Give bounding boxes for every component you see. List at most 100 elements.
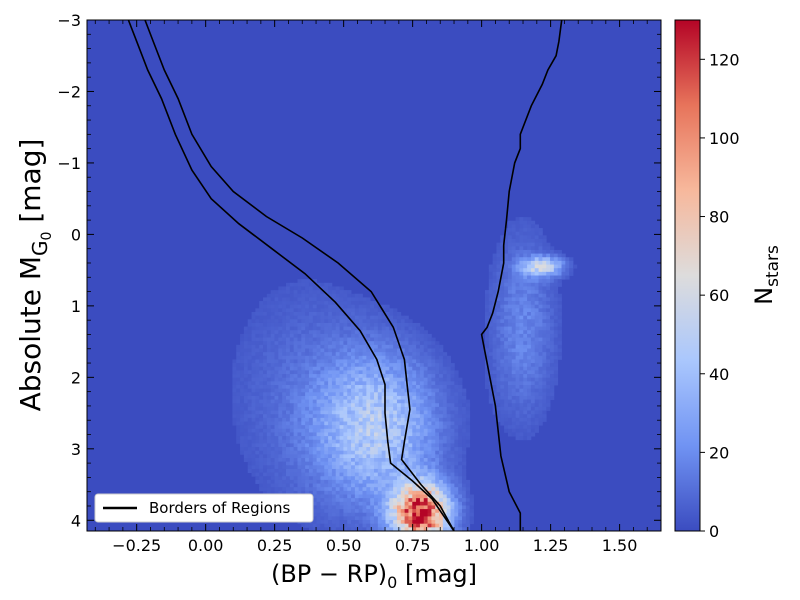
heatmap-cell	[511, 406, 516, 411]
heatmap-cell	[446, 381, 451, 386]
heatmap-cell	[454, 399, 459, 404]
heatmap-cell	[519, 348, 524, 353]
heatmap-cell	[404, 527, 409, 531]
heatmap-cell	[488, 337, 494, 342]
heatmap-cell	[511, 297, 516, 302]
heatmap-cell	[270, 403, 275, 408]
heatmap-cell	[358, 425, 363, 430]
heatmap-cell	[335, 421, 340, 426]
heatmap-cell	[412, 414, 417, 419]
heatmap-cell	[266, 297, 272, 302]
heatmap-cell	[297, 348, 302, 353]
heatmap-cell	[308, 443, 314, 448]
heatmap-cell	[553, 352, 559, 357]
heatmap-cell	[316, 483, 321, 488]
heatmap-cell	[542, 282, 547, 287]
heatmap-cell	[500, 403, 505, 408]
heatmap-cell	[320, 301, 325, 306]
heatmap-cell	[469, 494, 474, 499]
heatmap-cell	[251, 425, 256, 430]
heatmap-cell	[381, 326, 386, 331]
heatmap-cell	[393, 348, 398, 353]
heatmap-cell	[423, 494, 428, 499]
heatmap-cell	[289, 406, 295, 411]
heatmap-cell	[285, 443, 291, 448]
heatmap-cell	[515, 436, 520, 441]
heatmap-cell	[442, 366, 448, 371]
heatmap-cell	[435, 355, 440, 360]
heatmap-cell	[316, 333, 321, 338]
heatmap-cell	[400, 516, 406, 521]
heatmap-cell	[393, 312, 398, 317]
heatmap-cell	[550, 374, 555, 379]
heatmap-cell	[492, 410, 497, 415]
heatmap-cell	[416, 505, 421, 510]
heatmap-cell	[557, 319, 562, 324]
heatmap-cell	[243, 432, 249, 437]
heatmap-cell	[339, 406, 344, 411]
heatmap-cell	[266, 359, 272, 364]
heatmap-cell	[308, 337, 314, 342]
heatmap-cell	[255, 322, 260, 327]
heatmap-cell	[492, 312, 497, 317]
heatmap-cell	[446, 458, 451, 463]
heatmap-cell	[297, 330, 302, 335]
heatmap-cell	[389, 476, 394, 481]
heatmap-cell	[442, 443, 448, 448]
heatmap-cell	[550, 377, 555, 382]
heatmap-cell	[519, 363, 524, 368]
heatmap-cell	[243, 348, 249, 353]
heatmap-cell	[297, 406, 302, 411]
heatmap-cell	[278, 487, 283, 492]
heatmap-cell	[351, 461, 356, 466]
heatmap-cell	[335, 290, 340, 295]
heatmap-cell	[396, 414, 402, 419]
heatmap-cell	[408, 392, 413, 397]
heatmap-cell	[347, 428, 352, 433]
heatmap-cell	[519, 366, 524, 371]
heatmap-cell	[282, 301, 287, 306]
heatmap-cell	[377, 399, 383, 404]
heatmap-cell	[408, 443, 413, 448]
heatmap-cell	[515, 271, 520, 276]
heatmap-cell	[527, 363, 532, 368]
heatmap-cell	[259, 319, 264, 324]
heatmap-cell	[416, 490, 421, 495]
heatmap-cell	[312, 290, 317, 295]
heatmap-cell	[500, 410, 505, 415]
heatmap-cell	[400, 381, 406, 386]
heatmap-cell	[263, 436, 268, 441]
heatmap-cell	[358, 509, 363, 514]
heatmap-cell	[423, 333, 428, 338]
heatmap-cell	[335, 523, 340, 528]
heatmap-cell	[335, 385, 340, 390]
heatmap-cell	[243, 337, 249, 342]
heatmap-cell	[454, 512, 459, 517]
heatmap-cell	[546, 381, 551, 386]
heatmap-cell	[416, 468, 421, 473]
heatmap-cell	[358, 428, 363, 433]
heatmap-cell	[297, 447, 302, 452]
heatmap-cell	[366, 301, 371, 306]
heatmap-cell	[247, 468, 252, 473]
heatmap-cell	[320, 388, 325, 393]
heatmap-cell	[362, 341, 367, 346]
heatmap-cell	[435, 450, 440, 455]
heatmap-cell	[412, 399, 417, 404]
heatmap-cell	[408, 509, 413, 514]
heatmap-cell	[236, 344, 241, 349]
heatmap-cell	[328, 333, 333, 338]
heatmap-cell	[263, 330, 268, 335]
heatmap-cell	[419, 377, 425, 382]
heatmap-cell	[293, 330, 298, 335]
heatmap-cell	[308, 439, 314, 444]
heatmap-cell	[385, 319, 390, 324]
heatmap-cell	[511, 239, 516, 244]
heatmap-cell	[305, 363, 310, 368]
heatmap-cell	[324, 392, 329, 397]
heatmap-cell	[454, 417, 459, 422]
heatmap-cell	[412, 472, 417, 477]
heatmap-cell	[301, 436, 306, 441]
heatmap-cell	[305, 330, 310, 335]
heatmap-cell	[339, 337, 344, 342]
